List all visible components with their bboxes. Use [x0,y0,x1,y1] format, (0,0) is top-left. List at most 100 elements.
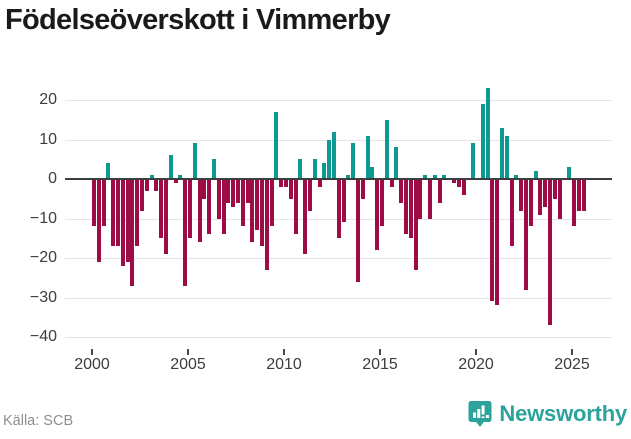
bar-2019-Q2[interactable] [461,179,466,195]
bar-2016-Q3[interactable] [408,179,413,239]
bar-2012-Q3[interactable] [332,131,336,179]
bar-2012-Q4[interactable] [336,179,341,239]
bar-2013-Q2[interactable] [346,175,351,179]
bar-2025-Q1[interactable] [572,179,576,227]
bar-2018-Q1[interactable] [437,179,442,203]
bar-2016-Q2[interactable] [404,179,408,235]
bar-2004-Q4[interactable] [183,179,188,286]
bar-2017-Q4[interactable] [432,175,437,179]
bar-2025-Q3[interactable] [581,179,586,211]
bar-2004-Q2[interactable] [173,179,178,183]
bar-2023-Q1[interactable] [533,171,538,179]
bar-2013-Q4[interactable] [356,179,360,282]
bar-2004-Q1[interactable] [168,155,173,179]
bar-2023-Q4[interactable] [548,179,552,326]
bar-2021-Q2[interactable] [500,127,504,179]
bar-2001-Q1[interactable] [111,179,116,247]
bar-2003-Q4[interactable] [164,179,168,255]
bar-2009-Q4[interactable] [279,179,284,187]
bar-2016-Q1[interactable] [399,179,404,203]
bar-2009-Q2[interactable] [269,179,274,227]
bar-2006-Q4[interactable] [221,179,226,235]
bar-2023-Q3[interactable] [543,179,548,207]
bar-2007-Q3[interactable] [236,179,240,203]
bar-2013-Q1[interactable] [341,179,346,223]
bar-2000-Q4[interactable] [106,163,111,179]
bar-2005-Q4[interactable] [202,179,207,199]
bar-2015-Q1[interactable] [380,179,384,227]
bar-2000-Q1[interactable] [92,179,96,227]
bar-2024-Q1[interactable] [552,179,557,199]
bar-2003-Q2[interactable] [154,179,159,191]
bar-2010-Q2[interactable] [288,179,293,199]
bar-2012-Q2[interactable] [327,139,332,179]
bar-2008-Q1[interactable] [245,179,250,203]
bar-2007-Q4[interactable] [240,179,245,227]
bar-2019-Q1[interactable] [456,179,461,187]
bar-2002-Q4[interactable] [144,179,149,191]
bar-2000-Q3[interactable] [101,179,106,227]
bar-2020-Q3[interactable] [485,88,490,179]
bar-2014-Q4[interactable] [375,179,380,251]
bar-2015-Q3[interactable] [389,179,394,187]
bar-2022-Q4[interactable] [528,179,533,227]
bar-2021-Q4[interactable] [509,179,514,247]
bar-2010-Q4[interactable] [298,159,303,179]
bar-2024-Q2[interactable] [557,179,562,219]
bar-2018-Q4[interactable] [452,179,456,183]
bar-2010-Q1[interactable] [284,179,288,187]
bar-2024-Q4[interactable] [567,167,572,179]
bar-2025-Q2[interactable] [576,179,581,211]
bar-2005-Q2[interactable] [192,143,197,179]
bar-2014-Q2[interactable] [365,135,370,179]
bar-2009-Q3[interactable] [274,111,279,179]
bar-2002-Q1[interactable] [130,179,135,286]
bar-2002-Q3[interactable] [140,179,144,211]
bar-2009-Q1[interactable] [264,179,269,270]
bar-2005-Q1[interactable] [188,179,192,239]
bar-2014-Q1[interactable] [360,179,365,199]
bar-2006-Q2[interactable] [212,159,216,179]
bar-2001-Q3[interactable] [120,179,125,266]
bar-2011-Q3[interactable] [312,159,317,179]
bar-2010-Q3[interactable] [293,179,298,235]
bar-2021-Q1[interactable] [495,179,500,306]
bar-2020-Q4[interactable] [490,179,495,302]
bar-2000-Q2[interactable] [96,179,101,262]
bar-2022-Q3[interactable] [524,179,528,290]
bar-2003-Q1[interactable] [149,175,154,179]
bar-2022-Q1[interactable] [514,175,519,179]
bar-2011-Q4[interactable] [317,179,322,187]
bar-2017-Q3[interactable] [428,179,432,219]
bar-2015-Q4[interactable] [394,147,399,179]
bar-2019-Q4[interactable] [471,143,476,179]
bar-2013-Q3[interactable] [351,143,356,179]
bar-2020-Q2[interactable] [480,103,485,179]
bar-2012-Q1[interactable] [322,163,327,179]
bar-2022-Q2[interactable] [519,179,524,211]
bar-2017-Q1[interactable] [418,179,423,219]
bar-2021-Q3[interactable] [504,135,509,179]
bar-2015-Q2[interactable] [384,119,389,179]
bar-2023-Q2[interactable] [538,179,543,215]
bar-2008-Q4[interactable] [260,179,264,247]
bar-2011-Q2[interactable] [308,179,312,211]
bar-2008-Q2[interactable] [250,179,255,243]
newsworthy-logo[interactable]: Newsworthy [468,400,627,428]
bar-2007-Q1[interactable] [226,179,231,203]
bar-2018-Q2[interactable] [442,175,447,179]
bar-2007-Q2[interactable] [231,179,236,207]
bar-2016-Q4[interactable] [413,179,418,270]
bar-2003-Q3[interactable] [159,179,164,239]
bar-2017-Q2[interactable] [423,175,428,179]
bar-2006-Q3[interactable] [216,179,221,219]
bar-2001-Q2[interactable] [116,179,120,247]
bar-2002-Q2[interactable] [135,179,140,247]
bar-2005-Q3[interactable] [197,179,202,243]
bar-2004-Q3[interactable] [178,175,183,179]
bar-2008-Q3[interactable] [255,179,260,231]
bar-2001-Q4[interactable] [125,179,130,262]
bar-2006-Q1[interactable] [207,179,212,235]
bar-2014-Q3[interactable] [370,167,375,179]
bar-2011-Q1[interactable] [303,179,308,255]
